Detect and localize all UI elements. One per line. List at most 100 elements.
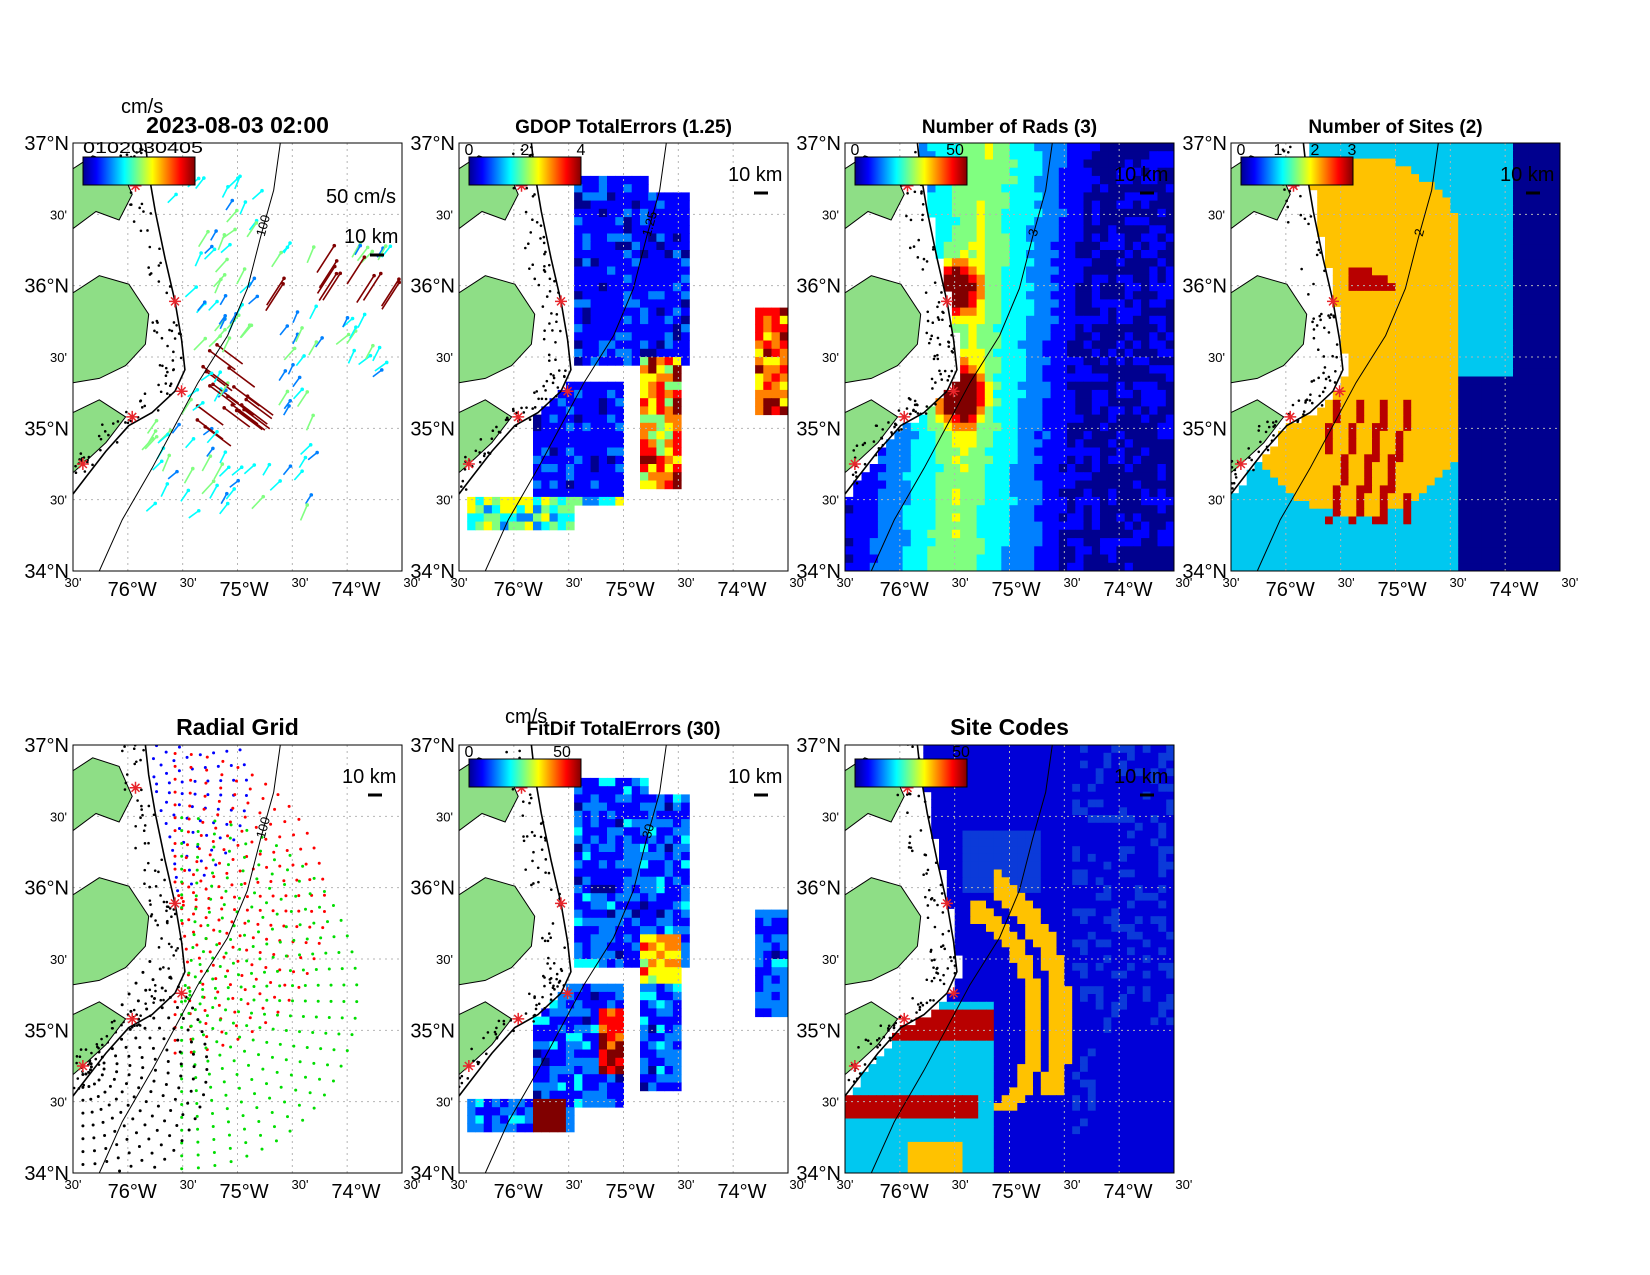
map-cell xyxy=(1544,150,1553,160)
map-cell xyxy=(1001,348,1010,358)
map-cell xyxy=(1050,266,1060,276)
map-cell xyxy=(607,217,616,226)
map-cell xyxy=(1325,430,1334,440)
map-cell xyxy=(598,274,608,284)
map-cell xyxy=(1100,422,1109,432)
coast-detail xyxy=(909,412,912,416)
map-cell xyxy=(1536,181,1545,191)
map-cell xyxy=(1132,159,1142,169)
map-cell xyxy=(1091,184,1101,193)
map-cell xyxy=(1157,315,1167,325)
map-cell xyxy=(1149,291,1158,300)
coast-detail xyxy=(1252,468,1255,472)
map-cell xyxy=(598,332,608,341)
map-cell xyxy=(607,389,616,399)
map-cell xyxy=(656,217,666,226)
vector-head xyxy=(166,432,170,437)
map-cell xyxy=(1379,329,1389,339)
scale-bar-label: 10 km xyxy=(344,226,398,248)
map-cell xyxy=(1387,508,1396,517)
map-cell xyxy=(1473,446,1483,455)
map-cell xyxy=(1317,462,1326,471)
map-cell xyxy=(1100,406,1109,416)
map-cell xyxy=(1317,563,1326,571)
map-cell xyxy=(960,348,969,358)
map-cell xyxy=(1372,539,1381,549)
map-cell xyxy=(1481,446,1490,455)
map-cell xyxy=(976,538,986,547)
map-cell xyxy=(943,414,953,424)
map-cell xyxy=(1458,236,1467,245)
map-cell xyxy=(927,439,936,448)
map-cell xyxy=(1403,150,1412,160)
map-cell xyxy=(1356,430,1365,440)
map-cell xyxy=(1528,360,1537,370)
axes-frame xyxy=(844,142,1175,572)
map-cell xyxy=(1348,485,1357,494)
map-cell xyxy=(1042,496,1052,506)
map-cell xyxy=(598,233,608,243)
map-cell xyxy=(1141,266,1150,276)
map-cell xyxy=(1536,407,1545,416)
map-cell xyxy=(656,315,666,325)
coast-detail xyxy=(542,241,546,245)
map-cell xyxy=(845,505,854,514)
map-cell xyxy=(1325,143,1334,152)
map-cell xyxy=(1450,345,1459,354)
map-cell xyxy=(1552,539,1560,549)
map-cell xyxy=(1497,563,1506,571)
land-polygon xyxy=(459,275,536,384)
map-cell xyxy=(1497,462,1506,471)
map-cell xyxy=(1348,446,1357,455)
coast-detail xyxy=(547,359,551,362)
map-cell xyxy=(1116,266,1126,276)
map-cell xyxy=(1285,524,1295,533)
map-cell xyxy=(1379,189,1389,198)
map-cell xyxy=(1403,384,1412,393)
map-cell xyxy=(1116,225,1126,234)
map-cell xyxy=(1083,357,1093,366)
map-cell xyxy=(1009,184,1019,193)
map-cell xyxy=(640,192,649,202)
map-cell xyxy=(1419,438,1428,447)
map-cell xyxy=(1552,345,1560,354)
map-cell xyxy=(1042,233,1052,243)
map-cell xyxy=(1466,174,1475,183)
map-cell xyxy=(1100,389,1109,399)
map-cell xyxy=(1536,423,1545,432)
map-cell xyxy=(755,365,764,374)
map-cell xyxy=(1372,508,1381,517)
map-cell xyxy=(1309,508,1318,517)
map-cell xyxy=(1042,431,1052,440)
map-cell xyxy=(1132,348,1142,358)
map-cell xyxy=(1165,496,1174,506)
map-cell xyxy=(1067,488,1076,498)
map-cell xyxy=(1528,415,1537,424)
map-cell xyxy=(1317,197,1326,206)
map-cell xyxy=(1505,228,1514,237)
map-cell xyxy=(1356,360,1365,370)
map-cell xyxy=(984,143,994,152)
map-cell xyxy=(1442,228,1451,237)
map-cell xyxy=(1356,462,1365,471)
map-cell xyxy=(943,422,953,432)
map-cell xyxy=(755,307,764,317)
map-cell xyxy=(672,422,682,432)
map-cell xyxy=(993,439,1002,448)
map-cell xyxy=(565,496,575,506)
map-cell xyxy=(1411,189,1420,198)
map-cell xyxy=(1356,368,1365,377)
map-cell xyxy=(615,472,624,481)
map-cell xyxy=(1141,357,1150,366)
map-cell xyxy=(1165,480,1174,490)
map-cell xyxy=(984,464,994,473)
map-cell xyxy=(1348,524,1357,533)
map-cell xyxy=(1536,493,1545,502)
map-cell xyxy=(943,431,953,440)
map-cell xyxy=(1403,407,1412,416)
map-cell xyxy=(1434,244,1443,253)
map-cell xyxy=(640,315,649,325)
map-cell xyxy=(1278,462,1287,471)
map-cell xyxy=(960,447,969,457)
map-cell xyxy=(1466,524,1475,533)
